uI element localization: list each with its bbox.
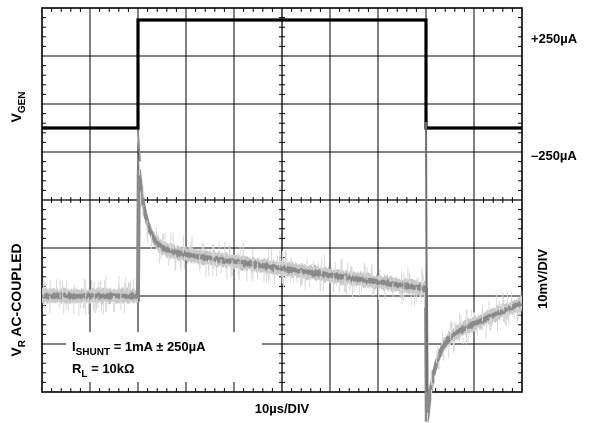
level-low-label: –250µA xyxy=(531,148,577,163)
plot-border xyxy=(41,7,523,393)
vertical-scale-label: 10mV/DIV xyxy=(535,249,550,309)
grid xyxy=(41,7,523,393)
annotation-box xyxy=(66,332,262,382)
annotation-rl: RL = 10kΩ xyxy=(72,361,134,380)
vgen-square-wave xyxy=(42,18,522,130)
vr-label: VR AC-COUPLED xyxy=(8,243,28,356)
annotation-ishunt: ISHUNT = 1mA ± 250µA xyxy=(72,339,206,358)
vgen-label: VGEN xyxy=(8,91,28,122)
vr-rising-edge xyxy=(137,131,141,162)
level-high-label: +250µA xyxy=(531,31,578,46)
vr-falling-edge xyxy=(425,121,428,393)
vr-trace xyxy=(42,121,523,423)
vr-response-line xyxy=(42,169,523,422)
time-scale-label: 10µs/DIV xyxy=(255,401,310,416)
vgen-trace xyxy=(42,18,522,130)
